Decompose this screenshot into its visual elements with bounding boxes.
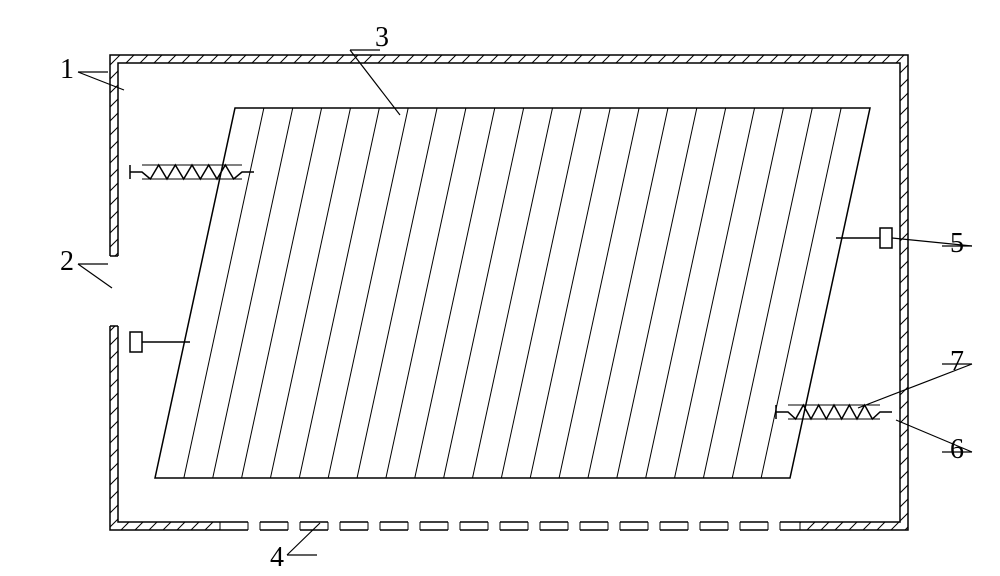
label-7-text: 7	[950, 346, 964, 377]
label-4-text: 4	[270, 542, 284, 573]
parallelogram-block	[155, 108, 870, 478]
label-1: 1	[60, 54, 124, 90]
piston-right	[836, 228, 892, 248]
piston-left	[130, 332, 190, 352]
label-2-text: 2	[60, 246, 74, 277]
label-1-text: 1	[60, 54, 74, 85]
left-wall-gap	[109, 256, 119, 326]
label-7: 7	[858, 346, 972, 408]
label-3-text: 3	[375, 22, 389, 53]
label-3: 3	[350, 22, 400, 115]
label-2: 2	[60, 246, 112, 288]
label-5-text: 5	[950, 228, 964, 259]
label-5: 5	[892, 228, 972, 259]
label-6-text: 6	[950, 434, 964, 465]
